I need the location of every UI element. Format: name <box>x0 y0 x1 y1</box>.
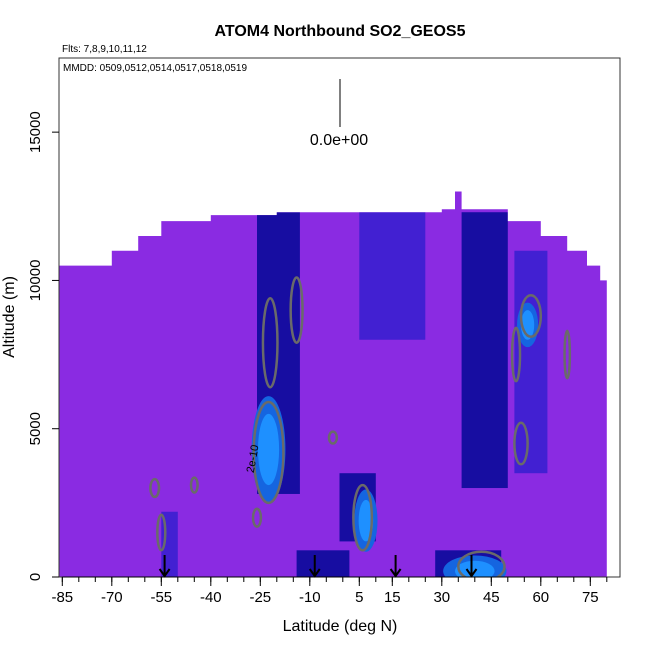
flight-marker-3 <box>465 555 478 578</box>
y-tick-label-2: 10000 <box>27 260 44 302</box>
y-axis-label: Altitude (m) <box>1 276 18 358</box>
flights-text: Flts: 7,8,9,10,11,12 <box>62 44 147 55</box>
contour-line-13 <box>251 507 263 528</box>
x-axis: -85 -70 -55 -40 -25 -10 5 15 30 45 60 75 <box>51 576 608 606</box>
contour-line-3 <box>352 483 374 552</box>
x-tick-label-0: -85 <box>51 589 73 606</box>
x-axis-label: Latitude (deg N) <box>283 618 398 635</box>
plot-area: 2e-10 <box>58 57 621 578</box>
x-tick-label-3: -40 <box>200 589 222 606</box>
field-hotspot-1 <box>358 499 374 542</box>
scale-label: 0.0e+00 <box>310 132 368 149</box>
field-layer: 2e-10 <box>59 191 607 577</box>
contour-line-5 <box>519 294 543 339</box>
field-hotspot-0 <box>257 413 280 486</box>
y-axis: 0 5000 10000 15000 <box>27 111 59 581</box>
x-tick-label-5: -10 <box>299 589 321 606</box>
flight-marker-0 <box>158 555 171 578</box>
dates-text: MMDD: 0509,0512,0514,0517,0518,0519 <box>63 63 247 74</box>
contour-line-9 <box>156 513 167 552</box>
field-band-7 <box>359 212 426 340</box>
flight-marker-1 <box>308 555 321 578</box>
contour-line-1 <box>261 296 279 389</box>
y-tick-label-1: 5000 <box>27 412 44 445</box>
x-tick-label-9: 45 <box>483 589 500 606</box>
contour-line-7 <box>563 329 572 380</box>
contour-line-2 <box>289 276 304 344</box>
contour-line-6 <box>510 326 522 383</box>
x-tick-label-1: -70 <box>101 589 123 606</box>
field-band-1 <box>461 212 508 489</box>
chart-title: ATOM4 Northbound SO2_GEOS5 <box>215 23 466 40</box>
contour-line-12 <box>327 430 339 445</box>
x-tick-label-11: 75 <box>582 589 599 606</box>
x-tick-label-10: 60 <box>532 589 549 606</box>
x-tick-label-8: 30 <box>433 589 450 606</box>
flight-marker-2 <box>389 555 402 578</box>
field-band-4 <box>296 550 350 577</box>
x-tick-label-2: -55 <box>150 589 172 606</box>
contour-label: 2e-10 <box>245 444 262 474</box>
x-tick-label-4: -25 <box>249 589 271 606</box>
y-tick-label-0: 0 <box>27 573 44 581</box>
contour-line-10 <box>149 477 161 499</box>
contour-line-4 <box>513 421 529 466</box>
contour-line-11 <box>189 476 199 494</box>
x-tick-label-7: 15 <box>384 589 401 606</box>
contour-line-8 <box>457 550 506 577</box>
x-tick-label-6: 5 <box>355 589 363 606</box>
contour-line-0 <box>252 400 285 505</box>
y-tick-label-3: 15000 <box>27 111 44 153</box>
